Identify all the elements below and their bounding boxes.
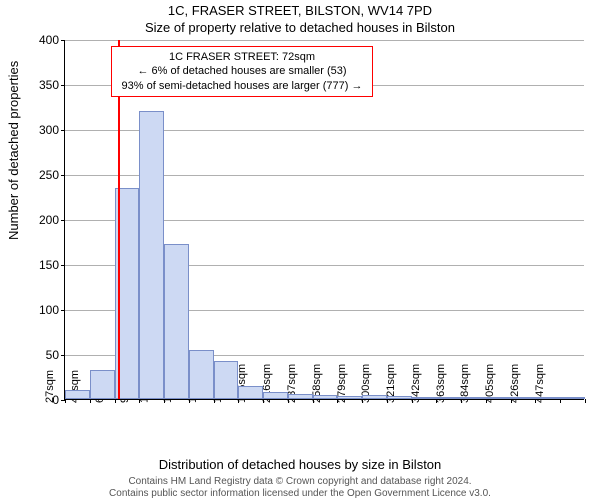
histogram-bar	[214, 361, 239, 399]
y-tick-label: 150	[39, 258, 59, 272]
histogram-bar	[288, 394, 313, 399]
y-tick-mark	[61, 355, 65, 356]
histogram-bar	[337, 396, 362, 399]
histogram-bar	[511, 397, 536, 399]
y-tick-mark	[61, 40, 65, 41]
annotation-line-3: 93% of semi-detached houses are larger (…	[118, 79, 366, 93]
histogram-bar	[139, 111, 164, 399]
y-tick-label: 300	[39, 123, 59, 137]
histogram-bar	[412, 397, 437, 399]
histogram-bar	[436, 397, 461, 399]
x-tick-mark	[65, 399, 66, 403]
histogram-bar	[486, 397, 511, 399]
y-axis-label: Number of detached properties	[6, 61, 21, 240]
x-tick-mark	[585, 399, 586, 403]
footer-line-1: Contains HM Land Registry data © Crown c…	[0, 476, 600, 488]
page-title: 1C, FRASER STREET, BILSTON, WV14 7PD	[0, 3, 600, 18]
histogram-bar	[164, 244, 189, 399]
histogram-bar	[560, 397, 585, 399]
histogram-bar	[387, 396, 412, 399]
y-tick-mark	[61, 130, 65, 131]
histogram-bar	[461, 397, 486, 399]
page-subtitle: Size of property relative to detached ho…	[0, 20, 600, 35]
x-axis-label: Distribution of detached houses by size …	[0, 457, 600, 472]
histogram-plot: 1C FRASER STREET: 72sqm ← 6% of detached…	[64, 40, 584, 400]
y-tick-mark	[61, 310, 65, 311]
histogram-bar	[65, 390, 90, 399]
histogram-bar	[362, 395, 387, 399]
y-tick-mark	[61, 220, 65, 221]
histogram-bar	[263, 392, 288, 399]
footer: Contains HM Land Registry data © Crown c…	[0, 476, 600, 500]
footer-line-2: Contains public sector information licen…	[0, 488, 600, 500]
annotation-box: 1C FRASER STREET: 72sqm ← 6% of detached…	[111, 46, 373, 97]
histogram-bar	[90, 370, 115, 399]
y-tick-mark	[61, 85, 65, 86]
x-tick-mark	[560, 399, 561, 403]
x-tick-label: 27sqm	[44, 366, 56, 403]
y-tick-label: 350	[39, 78, 59, 92]
y-tick-label: 100	[39, 303, 59, 317]
histogram-bar	[535, 397, 560, 399]
x-tick-mark	[115, 399, 116, 403]
y-tick-mark	[61, 175, 65, 176]
y-tick-label: 200	[39, 213, 59, 227]
histogram-bar	[238, 386, 263, 400]
y-tick-label: 250	[39, 168, 59, 182]
histogram-bar	[189, 350, 214, 400]
histogram-bar	[313, 395, 338, 400]
y-tick-label: 50	[46, 348, 59, 362]
annotation-line-1: 1C FRASER STREET: 72sqm	[118, 50, 366, 64]
gridline	[65, 40, 584, 41]
y-tick-label: 400	[39, 33, 59, 47]
annotation-line-2: ← 6% of detached houses are smaller (53)	[118, 64, 366, 78]
y-tick-mark	[61, 265, 65, 266]
x-tick-mark	[90, 399, 91, 403]
